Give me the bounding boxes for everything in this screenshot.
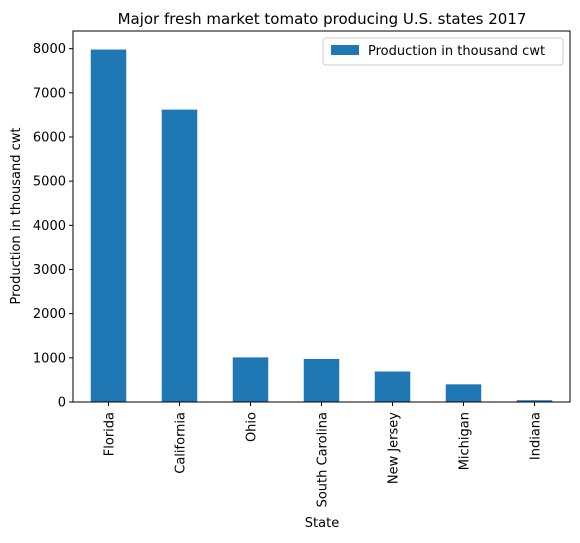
y-tick-label: 8000 [33,42,66,57]
x-tick-label: California [174,412,189,474]
bars-group [90,49,553,403]
y-tick-label: 0 [58,396,66,411]
plot-frame [72,30,571,403]
x-tick-label: New Jersey [387,412,402,484]
x-tick-label: Ohio [245,412,260,442]
x-tick-label: Michigan [458,412,473,470]
y-tick-label: 4000 [33,219,66,234]
chart-title: Major fresh market tomato producing U.S.… [118,10,527,28]
x-axis-ticks: Florida California Ohio South Carolina New J… [103,402,544,507]
x-axis-title: State [305,516,339,531]
bar-indiana [516,400,553,402]
bar-south-carolina [303,358,340,402]
x-tick-label: Indiana [529,412,544,460]
y-tick-label: 7000 [33,86,66,101]
legend: Production in thousand cwt [322,37,564,66]
legend-swatch [331,45,359,55]
x-tick-label: Florida [103,412,118,456]
y-tick-label: 1000 [33,351,66,366]
y-axis-title: Production in thousand cwt [9,127,24,304]
bar-ohio [232,357,269,402]
y-tick-label: 2000 [33,307,66,322]
x-tick-label: South Carolina [316,412,331,507]
bar-new-jersey [374,371,411,402]
bar-michigan [445,384,482,402]
legend-entry: Production in thousand cwt [368,44,545,59]
bar-california [161,109,198,402]
y-tick-label: 5000 [33,175,66,190]
y-tick-label: 3000 [33,263,66,278]
y-tick-label: 6000 [33,131,66,146]
bar-florida [90,49,127,403]
legend-box [322,37,564,66]
y-axis-ticks: 0 1000 2000 3000 4000 5000 6000 7000 8000 [33,42,73,411]
